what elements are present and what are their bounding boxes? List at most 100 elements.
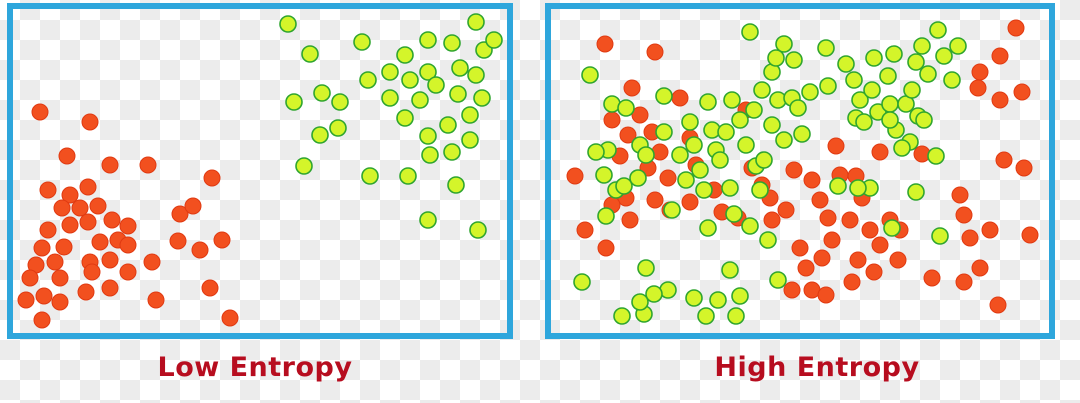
green-particle	[613, 307, 631, 325]
red-particle	[811, 191, 829, 209]
red-particle	[213, 231, 231, 249]
red-particle	[865, 263, 883, 281]
red-particle	[646, 43, 664, 61]
green-particle	[439, 116, 457, 134]
green-particle	[461, 131, 479, 149]
red-particle	[981, 221, 999, 239]
red-particle	[39, 181, 57, 199]
red-particle	[61, 186, 79, 204]
green-particle	[931, 227, 949, 245]
red-particle	[1013, 83, 1031, 101]
red-particle	[1015, 159, 1033, 177]
red-particle	[101, 156, 119, 174]
green-particle	[775, 131, 793, 149]
green-particle	[785, 51, 803, 69]
green-particle	[485, 31, 503, 49]
green-particle	[745, 101, 763, 119]
red-particle	[803, 171, 821, 189]
green-particle	[907, 53, 925, 71]
red-particle	[143, 253, 161, 271]
red-particle	[791, 239, 809, 257]
green-particle	[793, 125, 811, 143]
green-particle	[819, 77, 837, 95]
green-particle	[855, 113, 873, 131]
red-particle	[91, 233, 109, 251]
green-particle	[419, 127, 437, 145]
red-particle	[871, 143, 889, 161]
green-particle	[767, 49, 785, 67]
green-particle	[929, 21, 947, 39]
red-particle	[785, 161, 803, 179]
green-particle	[881, 111, 899, 129]
green-particle	[737, 136, 755, 154]
red-particle	[597, 239, 615, 257]
red-particle	[101, 279, 119, 297]
green-particle	[421, 146, 439, 164]
red-particle	[827, 137, 845, 155]
green-particle	[399, 167, 417, 185]
red-particle	[763, 211, 781, 229]
red-particle	[89, 197, 107, 215]
red-particle	[1007, 19, 1025, 37]
red-particle	[971, 63, 989, 81]
green-particle	[615, 177, 633, 195]
green-particle	[451, 59, 469, 77]
red-particle	[989, 296, 1007, 314]
green-particle	[467, 66, 485, 84]
green-particle	[681, 113, 699, 131]
red-particle	[995, 151, 1013, 169]
green-particle	[837, 55, 855, 73]
green-particle	[419, 211, 437, 229]
red-particle	[971, 259, 989, 277]
green-particle	[903, 81, 921, 99]
red-particle	[221, 309, 239, 327]
green-particle	[711, 151, 729, 169]
low-entropy-caption: Low Entropy	[157, 352, 353, 383]
red-particle	[33, 239, 51, 257]
low-entropy-particles	[17, 13, 503, 329]
green-particle	[927, 147, 945, 165]
green-particle	[863, 81, 881, 99]
red-particle	[35, 287, 53, 305]
red-particle	[861, 221, 879, 239]
red-particle	[849, 251, 867, 269]
red-particle	[58, 147, 76, 165]
red-particle	[841, 211, 859, 229]
green-particle	[469, 221, 487, 239]
red-particle	[681, 193, 699, 211]
red-particle	[991, 47, 1009, 65]
red-particle	[566, 167, 584, 185]
red-particle	[203, 169, 221, 187]
green-particle	[637, 259, 655, 277]
green-particle	[401, 71, 419, 89]
green-particle	[717, 123, 735, 141]
red-particle	[969, 79, 987, 97]
red-particle	[777, 201, 795, 219]
red-particle	[817, 286, 835, 304]
green-particle	[845, 71, 863, 89]
red-particle	[871, 236, 889, 254]
green-particle	[411, 91, 429, 109]
green-particle	[663, 201, 681, 219]
green-particle	[915, 111, 933, 129]
green-particle	[883, 219, 901, 237]
green-particle	[381, 89, 399, 107]
green-particle	[581, 66, 599, 84]
green-particle	[697, 307, 715, 325]
red-particle	[961, 229, 979, 247]
red-particle	[923, 269, 941, 287]
green-particle	[631, 293, 649, 311]
green-particle	[775, 35, 793, 53]
green-particle	[885, 45, 903, 63]
red-particle	[646, 191, 664, 209]
red-particle	[991, 91, 1009, 109]
green-particle	[801, 83, 819, 101]
green-particle	[685, 289, 703, 307]
red-particle	[596, 35, 614, 53]
green-particle	[381, 63, 399, 81]
red-particle	[55, 238, 73, 256]
green-particle	[935, 47, 953, 65]
red-particle	[843, 273, 861, 291]
high-entropy-caption: High Entropy	[714, 352, 920, 383]
